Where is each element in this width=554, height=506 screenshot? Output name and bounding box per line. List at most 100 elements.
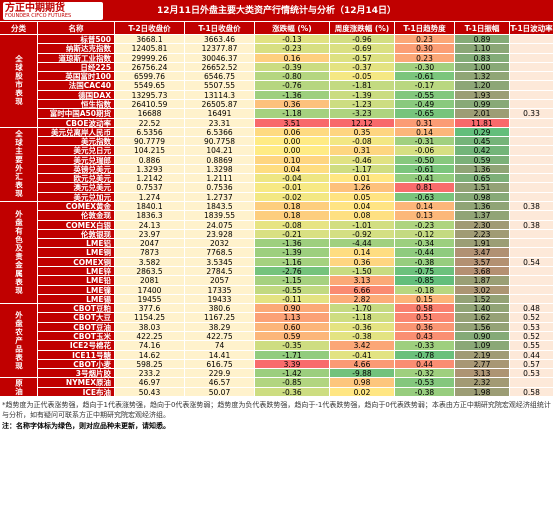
value-cell: 7768.5 [185,248,255,258]
value-cell: 23.31 [185,118,255,128]
empty-cell [510,229,554,240]
empty-cell [510,211,554,221]
value-cell: 16491 [185,109,255,119]
row-name: COMEX白银 [38,220,115,230]
value-cell: 3663.46 [185,35,255,45]
value-cell: 90.7779 [115,137,185,147]
value-cell: 2.01 [455,109,510,119]
value-cell: -0.46 [330,155,395,165]
value-cell: 0.42 [455,146,510,156]
value-cell: -0.92 [330,229,395,240]
row-name: 道琼斯工业指数 [38,53,115,63]
value-cell: 0.48 [510,304,554,314]
value-cell: 2.82 [330,294,395,305]
empty-cell [510,81,554,91]
empty-cell [510,164,554,175]
value-cell: 1836.3 [115,211,185,221]
row-name: 英镑兑美元 [38,164,115,175]
row-name: NYMEX原油 [38,378,115,388]
empty-cell [510,267,554,277]
value-cell: 0.06 [255,127,330,138]
value-cell: 1.36 [455,202,510,212]
value-cell: -0.78 [395,350,455,360]
logo-english: FOUNDER CIFCO FUTURES [5,13,72,19]
row-name: 纳斯达克指数 [38,44,115,54]
empty-cell [510,248,554,258]
value-cell: 0.05 [330,192,395,203]
value-cell: 0.36 [330,257,395,267]
value-cell: 3668.1 [115,35,185,45]
value-cell: 1839.55 [185,211,255,221]
value-cell: -0.01 [255,183,330,193]
value-cell: -0.36 [255,387,330,397]
value-cell: -0.35 [255,341,330,351]
value-cell: 3.13 [455,369,510,379]
value-cell: 0.29 [455,127,510,138]
value-cell: 2057 [185,276,255,286]
value-cell: -0.08 [330,137,395,147]
value-cell: 3.57 [455,257,510,267]
value-cell: -1.36 [255,90,330,100]
value-cell: 2032 [185,239,255,249]
value-cell: -1.15 [255,276,330,286]
value-cell: -1.16 [255,257,330,267]
value-cell: -0.65 [395,109,455,119]
value-cell: -0.38 [330,331,395,342]
value-cell: -0.55 [395,90,455,100]
value-cell: 1.20 [455,81,510,91]
value-cell: 0.53 [510,369,554,379]
value-cell: -0.80 [255,72,330,82]
value-cell: 1.10 [455,44,510,54]
value-cell: -0.53 [395,378,455,388]
row-name: 澳元兑美元 [38,183,115,193]
value-cell: 598.25 [115,359,185,370]
value-cell: -0.06 [395,146,455,156]
column-header: T-1日波动率 [510,22,554,35]
value-cell: -0.76 [255,81,330,91]
value-cell: -0.30 [395,62,455,73]
value-cell: 1.98 [455,387,510,397]
value-cell: 17335 [185,285,255,295]
value-cell: -0.04 [255,174,330,184]
value-cell: 3.39 [255,359,330,370]
row-name: LME锌 [38,267,115,277]
row-name: LME锡 [38,294,115,305]
value-cell: 0.55 [510,341,554,351]
value-cell: -9.88 [330,369,395,379]
value-cell: 6546.75 [185,72,255,82]
value-cell: 0.36 [255,99,330,110]
value-cell: 0.44 [395,359,455,370]
value-cell: 23.928 [185,229,255,240]
value-cell: -1.42 [255,369,330,379]
row-name: LME铅 [38,276,115,286]
empty-cell [510,53,554,63]
value-cell: -0.69 [330,44,395,54]
value-cell: -1.81 [330,81,395,91]
value-cell: 29999.26 [115,53,185,63]
group-label: 原油 [0,378,38,397]
value-cell: 12377.87 [185,44,255,54]
value-cell: 2863.5 [115,267,185,277]
value-cell: -0.12 [395,229,455,240]
footnote: *趋势度为正代表涨势强，趋向于1代表涨势强，趋向于0代表涨势弱；趋势度为负代表跌… [2,400,551,419]
value-cell: 104.21 [185,146,255,156]
value-cell: 0.15 [395,294,455,305]
value-cell: 0.31 [395,118,455,128]
column-header: T-1日振幅 [455,22,510,35]
value-cell: -2.76 [255,267,330,277]
value-cell: 0.51 [395,313,455,323]
row-name: LME铜 [38,248,115,258]
value-cell: 4.66 [330,359,395,370]
value-cell: 0.31 [330,146,395,156]
value-cell: 0.98 [455,192,510,203]
row-name: COMEX黄金 [38,202,115,212]
value-cell: -0.96 [330,35,395,45]
value-cell: -0.57 [330,53,395,63]
value-cell: -0.38 [395,257,455,267]
value-cell: -0.31 [395,137,455,147]
value-cell: 377.6 [115,304,185,314]
value-cell: 0.7537 [115,183,185,193]
value-cell: 233.2 [115,369,185,379]
empty-cell [510,155,554,165]
value-cell: -0.85 [255,378,330,388]
